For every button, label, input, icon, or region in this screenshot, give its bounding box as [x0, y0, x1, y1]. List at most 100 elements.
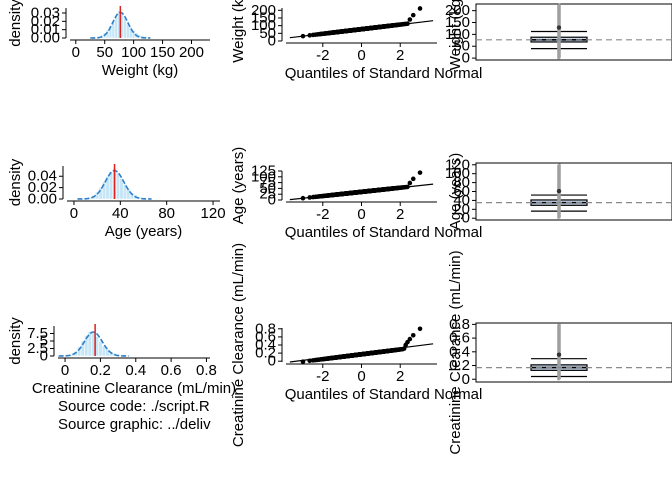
box-point [558, 163, 561, 167]
qq-point [410, 332, 416, 338]
y-tick-label: 150 [251, 9, 276, 26]
panel-border [475, 322, 672, 383]
y-tick-label: 200 [251, 2, 276, 19]
y-tick-label: 0 [40, 348, 48, 365]
histogram-bar [116, 172, 120, 200]
histogram-bar [98, 187, 103, 200]
y-tick-label: 200 [445, 2, 470, 19]
y-tick-label: 50 [259, 180, 276, 197]
x-tick-label: 2 [396, 47, 404, 64]
box-point [558, 3, 561, 7]
histogram-bar [126, 188, 131, 200]
y-axis-title: Age (years) [230, 147, 247, 225]
qq-reference-line [289, 20, 434, 39]
histogram-bar [98, 341, 103, 357]
x-tick-label: -2 [316, 368, 329, 385]
y-tick-label: 120 [445, 156, 470, 173]
x-tick-label: 0 [357, 368, 365, 385]
y-tick-label: 0 [462, 371, 470, 388]
x-tick-label: 0 [61, 362, 69, 379]
y-tick-label: 0.03 [31, 5, 60, 22]
y-tick-label: 0 [462, 50, 470, 67]
y-axis-title: density [7, 0, 24, 47]
y-tick-label: 0.00 [31, 30, 60, 47]
y-tick-label: 0 [462, 210, 470, 227]
y-tick-label: 0 [268, 192, 276, 209]
y-tick-label: 50 [259, 25, 276, 42]
qq-point [410, 176, 416, 182]
y-axis-title: density [7, 158, 24, 206]
histogram-bar [133, 355, 138, 357]
outlier-point [556, 352, 562, 357]
x-tick-label: 100 [121, 44, 146, 61]
y-tick-label: 0.04 [28, 168, 57, 185]
y-tick-label: 75 [259, 174, 276, 191]
source-code-caption: Source code: ./script.R [58, 398, 210, 415]
y-tick-label: 7.5 [27, 325, 48, 342]
x-tick-label: 40 [112, 205, 129, 222]
y-tick-label: 2.5 [27, 340, 48, 357]
y-axis-title: Weight (kg) [230, 0, 247, 63]
x-tick-label: -2 [316, 47, 329, 64]
y-tick-label: 60 [453, 183, 470, 200]
histogram-bar [109, 171, 114, 200]
outlier-point [556, 188, 562, 194]
y-axis-title: Age (years) [447, 153, 464, 231]
y-tick-label: 0.4 [255, 337, 276, 354]
y-axis-title: Creatinine Clearance (mL/min) [447, 250, 464, 454]
x-tick-label: 120 [201, 205, 226, 222]
histogram-bar [105, 349, 110, 357]
x-tick-label: 0 [357, 47, 365, 64]
x-tick-label: 80 [158, 205, 175, 222]
y-tick-label: 0.8 [449, 316, 470, 333]
y-tick-label: 100 [445, 165, 470, 182]
y-axis-title: Weight (kg) [447, 0, 464, 70]
y-tick-label: 5 [40, 333, 48, 350]
y-tick-label: 0.6 [449, 330, 470, 347]
qq-point [417, 6, 423, 11]
y-tick-label: 20 [453, 201, 470, 218]
panel-border [475, 3, 672, 61]
x-tick-label: 0.8 [196, 362, 217, 379]
qq-point [410, 12, 416, 18]
qq-point [407, 180, 413, 186]
histogram-bar [119, 178, 124, 200]
y-tick-label: 0.01 [31, 21, 60, 38]
source-graphic-caption: Source graphic: ../deliv [58, 416, 211, 433]
y-tick-label: 125 [251, 163, 276, 180]
y-axis-title: Creatinine Clearance (mL/min) [230, 243, 247, 447]
y-tick-label: 80 [453, 174, 470, 191]
y-tick-label: 40 [453, 192, 470, 209]
x-tick-label: 0 [72, 44, 80, 61]
box-point [558, 323, 561, 326]
y-tick-label: 0.4 [449, 343, 470, 360]
y-tick-label: 0.2 [449, 357, 470, 374]
x-tick-label: 200 [179, 44, 204, 61]
y-tick-label: 0.8 [255, 320, 276, 337]
x-tick-label: 2 [396, 368, 404, 385]
qq-point [417, 170, 423, 175]
y-tick-label: 0 [268, 33, 276, 50]
x-tick-label: -2 [316, 206, 329, 223]
qq-reference-line [289, 343, 434, 363]
y-tick-label: 0.00 [28, 191, 57, 208]
x-axis-title: Quantiles of Standard Normal [285, 386, 483, 403]
y-tick-label: 0.2 [255, 345, 276, 362]
x-axis-title: Quantiles of Standard Normal [285, 224, 483, 241]
y-tick-label: 100 [251, 168, 276, 185]
age-histogram: 0.000.020.04 0 40 80 120 Age (years) density [7, 158, 226, 240]
x-tick-label: 0 [357, 206, 365, 223]
y-tick-label: 50 [453, 38, 470, 55]
x-axis-title: Age (years) [105, 223, 183, 240]
qq-point [417, 326, 423, 332]
x-tick-label: 0.6 [161, 362, 182, 379]
y-tick-label: 25 [259, 186, 276, 203]
